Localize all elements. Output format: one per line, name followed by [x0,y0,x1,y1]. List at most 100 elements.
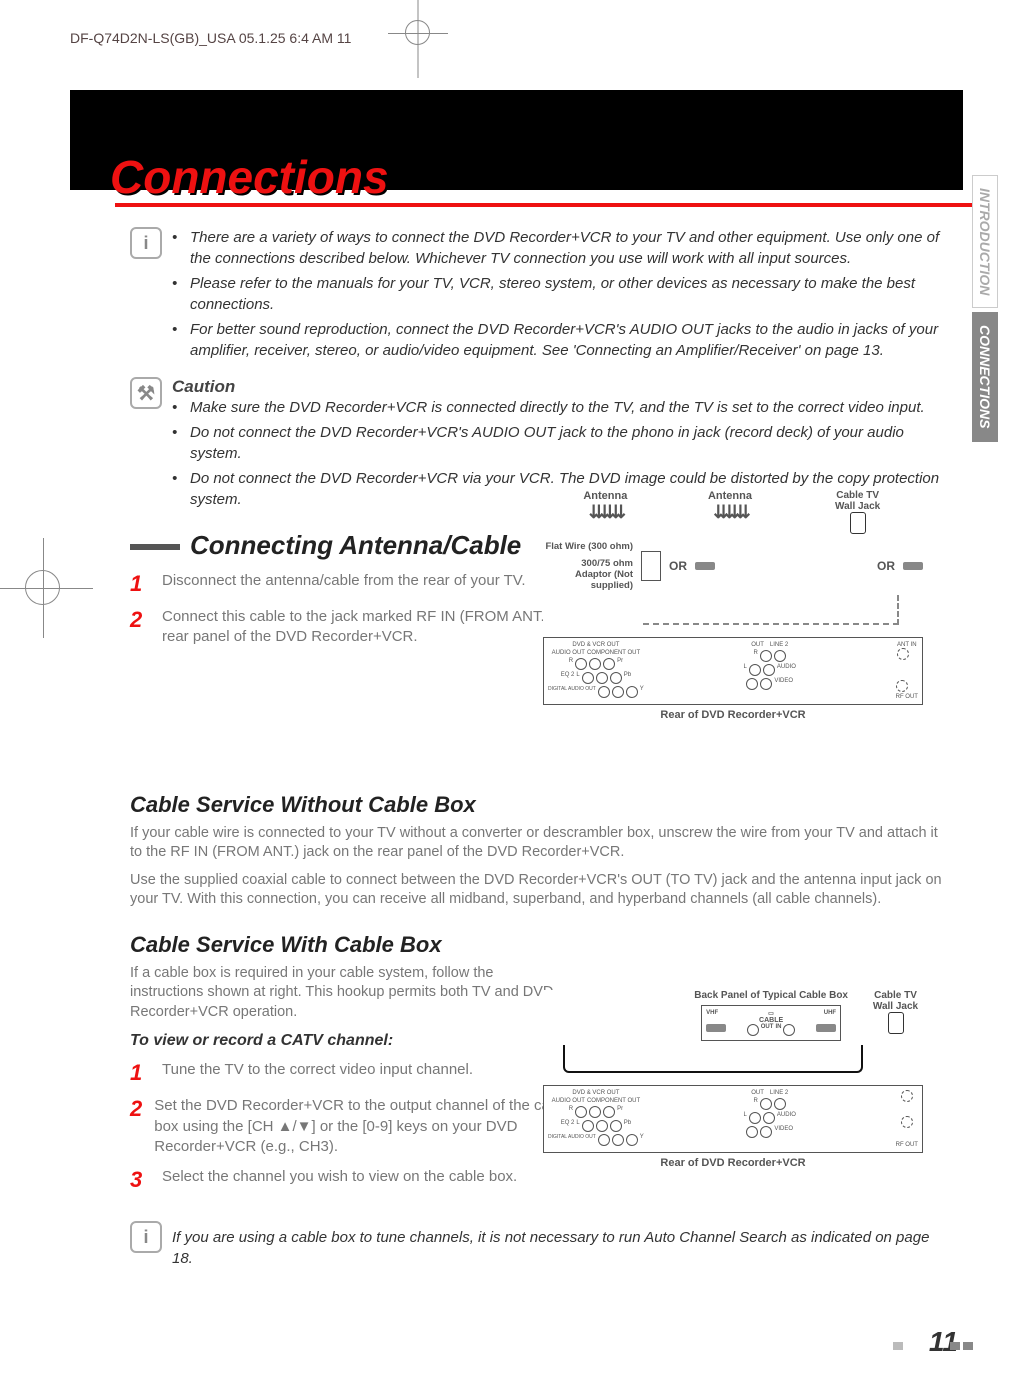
antenna-connection-diagram: Antenna ⇊⇊⇊ Antenna ⇊⇊⇊ Cable TV Wall Ja… [543,490,923,730]
jack-icon [610,1120,622,1132]
component-out-label: COMPONENT OUT [587,650,640,656]
section-bar-icon [130,544,180,550]
line2-label: LINE 2 [770,642,788,648]
page-title: Connections [110,150,389,206]
jack-icon [596,672,608,684]
cable-box-panel: VHF▭UHF CABLE OUTIN [701,1005,841,1041]
audio-out-label: AUDIO OUT [552,650,585,656]
jack-icon [746,678,758,690]
ant-in-jack-icon-2 [901,1090,913,1102]
ant-in-label: ANT IN [897,642,917,648]
vhf-label: VHF [706,1010,718,1017]
eq-label: EQ 2 [561,672,575,684]
tab-introduction: INTRODUCTION [972,175,998,308]
rf-out-jack-icon [896,680,908,692]
cable-tv-wall-label-2: Cable TV Wall Jack [868,990,923,1012]
antenna-symbol-2: ⇊⇊⇊ [708,502,752,523]
r-label-4: R [754,1098,758,1110]
adaptor-label: 300/75 ohm Adaptor (Not supplied) [543,558,633,591]
audio-label: AUDIO [777,664,796,676]
intro-bullet-list: There are a variety of ways to connect t… [172,227,953,365]
cable-tv-wall-label: Cable TV Wall Jack [833,490,883,512]
title-wrap: Connections [70,150,963,207]
out-label-3: OUT [751,1090,764,1096]
tab-connections: CONNECTIONS [972,312,998,441]
intro-note-block: i There are a variety of ways to connect… [130,227,953,365]
jack-icon [575,1106,587,1118]
step-row: 2 Set the DVD Recorder+VCR to the output… [130,1096,570,1157]
coax-plug-icon [695,562,715,570]
rear-panel-box-1: DVD & VCR OUT AUDIO OUT COMPONENT OUT RP… [543,637,923,705]
video-label-2: VIDEO [774,1126,793,1138]
adaptor-box-icon [641,551,661,581]
jack-icon [747,1024,759,1036]
cable-label: CABLE [706,1017,836,1024]
line2-label-2: LINE 2 [770,1090,788,1096]
jack-icon [760,1098,772,1110]
y-label: Y [640,686,644,698]
y-label-2: Y [640,1134,644,1146]
step2-text: Connect this cable to the jack marked RF… [162,607,602,648]
caution-bullet-1: Make sure the DVD Recorder+VCR is connec… [172,397,953,418]
eq-label-2: EQ 2 [561,1120,575,1132]
jack-icon [749,1112,761,1124]
jack-icon [598,1134,610,1146]
dashed-connector-1 [643,595,899,625]
step-row: 3 Select the channel you wish to view on… [130,1167,570,1193]
step-number-2: 2 [130,607,150,648]
step-number-2: 2 [130,1096,142,1157]
rear-label-1: Rear of DVD Recorder+VCR [543,709,923,721]
out-label: OUT [751,642,764,648]
or-label-1: OR [669,559,687,573]
jack-icon [589,1106,601,1118]
plug-icon [816,1024,836,1032]
video-label: VIDEO [774,678,793,690]
r-label-3: R [569,1106,573,1118]
section2-title: Cable Service Without Cable Box [130,792,953,818]
dvd-vcr-out-label-2: DVD & VCR OUT [572,1090,619,1096]
step-number-3: 3 [130,1167,150,1193]
back-panel-text: Back Panel of Typical Cable Box [694,990,848,1001]
intro-bullet-3: For better sound reproduction, connect t… [172,319,953,361]
section3-title: Cable Service With Cable Box [130,932,570,958]
jack-icon [760,678,772,690]
ant-in-jack-icon [897,648,909,660]
jack-icon [626,686,638,698]
jack-icon [603,658,615,670]
step-row: 1 Tune the TV to the correct video input… [130,1060,570,1086]
rear-label-2: Rear of DVD Recorder+VCR [543,1157,923,1169]
pr-label: Pr [617,658,623,670]
or-label-2: OR [877,559,895,573]
r-label-2: R [754,650,758,662]
jack-icon [589,658,601,670]
l-label-3: L [576,1120,579,1132]
coax-plug-icon-2 [903,562,923,570]
pb-label: Pb [624,672,631,684]
jack-icon [582,1120,594,1132]
caution-icon: ⚒ [130,377,162,409]
jack-icon [763,1112,775,1124]
back-panel-label: Back Panel of Typical Cable Box VHF▭UHF … [694,990,848,1045]
jack-group-right: ANT IN RF OUT [896,642,918,700]
l-label-4: L [744,1112,747,1124]
wall-jack-icon-2 [888,1012,904,1034]
section1-title-text: Connecting Antenna/Cable [190,530,521,560]
intro-bullet-1: There are a variety of ways to connect t… [172,227,953,269]
section3-steps: 1 Tune the TV to the correct video input… [130,1060,570,1193]
rear-panel-box-2: DVD & VCR OUT AUDIO OUT COMPONENT OUT RP… [543,1085,923,1153]
jack-icon [612,1134,624,1146]
jack-icon [582,672,594,684]
dig-audio-label: DIGITAL AUDIO OUT [548,686,596,698]
info-icon: i [130,1221,162,1253]
s3-step3-text: Select the channel you wish to view on t… [162,1167,517,1193]
jack-group-center-2: OUTLINE 2 R LAUDIO VIDEO [744,1090,796,1148]
wall-jack-icon [850,512,866,534]
jack-icon [596,1120,608,1132]
jack-group-center: OUT LINE 2 R LAUDIO VIDEO [744,642,796,700]
antenna-label-1: Antenna [583,490,627,502]
jack-group-left: DVD & VCR OUT AUDIO OUT COMPONENT OUT RP… [548,642,644,700]
pb-label-2: Pb [624,1120,631,1132]
s3-step1-text: Tune the TV to the correct video input c… [162,1060,473,1086]
intro-bullet-2: Please refer to the manuals for your TV,… [172,273,953,315]
section2-body-1: If your cable wire is connected to your … [130,824,953,863]
